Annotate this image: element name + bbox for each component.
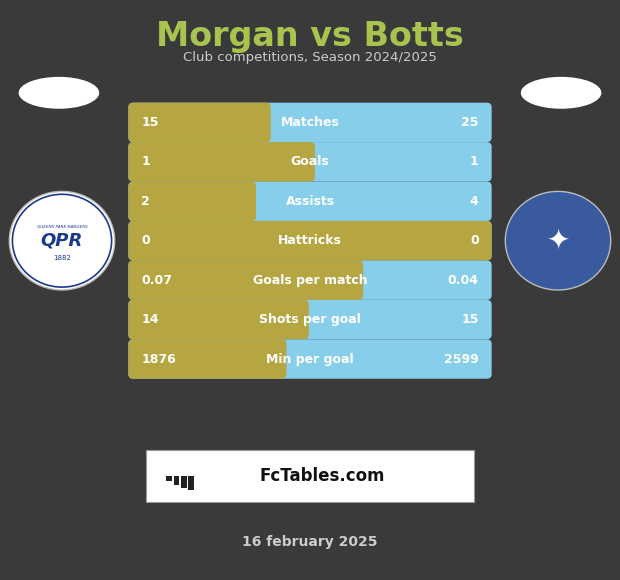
FancyBboxPatch shape <box>128 260 492 300</box>
Text: 2: 2 <box>141 195 150 208</box>
Text: 15: 15 <box>141 116 159 129</box>
Text: Morgan vs Botts: Morgan vs Botts <box>156 20 464 53</box>
Text: 1876: 1876 <box>141 353 176 365</box>
FancyBboxPatch shape <box>128 142 492 182</box>
Circle shape <box>9 191 115 290</box>
Circle shape <box>505 191 611 290</box>
Text: 14: 14 <box>141 313 159 326</box>
FancyBboxPatch shape <box>128 142 315 182</box>
Text: 0: 0 <box>141 234 150 247</box>
FancyBboxPatch shape <box>188 476 194 490</box>
FancyBboxPatch shape <box>146 450 474 502</box>
FancyBboxPatch shape <box>181 476 187 488</box>
FancyBboxPatch shape <box>128 300 492 339</box>
Text: ✦: ✦ <box>546 227 570 255</box>
Text: 25: 25 <box>461 116 479 129</box>
FancyBboxPatch shape <box>128 182 256 221</box>
FancyBboxPatch shape <box>128 221 492 260</box>
Text: Goals per match: Goals per match <box>253 274 367 287</box>
FancyBboxPatch shape <box>128 339 286 379</box>
Text: Assists: Assists <box>285 195 335 208</box>
Text: 15: 15 <box>461 313 479 326</box>
Text: QPR: QPR <box>41 231 83 250</box>
Text: Matches: Matches <box>281 116 339 129</box>
Text: 2599: 2599 <box>444 353 479 365</box>
Text: Min per goal: Min per goal <box>266 353 354 365</box>
FancyBboxPatch shape <box>128 103 271 142</box>
Text: FcTables.com: FcTables.com <box>260 466 385 485</box>
Ellipse shape <box>521 77 601 109</box>
FancyBboxPatch shape <box>128 300 309 339</box>
FancyBboxPatch shape <box>166 476 172 481</box>
Ellipse shape <box>19 77 99 109</box>
FancyBboxPatch shape <box>128 182 492 221</box>
Text: Goals: Goals <box>291 155 329 168</box>
Text: 0.07: 0.07 <box>141 274 172 287</box>
FancyBboxPatch shape <box>128 339 492 379</box>
Text: Shots per goal: Shots per goal <box>259 313 361 326</box>
Text: 1: 1 <box>470 155 479 168</box>
Text: 0.04: 0.04 <box>448 274 479 287</box>
FancyBboxPatch shape <box>128 221 492 260</box>
Text: 16 february 2025: 16 february 2025 <box>242 535 378 549</box>
Text: QUEENS PARK RANGERS: QUEENS PARK RANGERS <box>37 224 87 228</box>
FancyBboxPatch shape <box>174 476 179 485</box>
Text: Club competitions, Season 2024/2025: Club competitions, Season 2024/2025 <box>183 51 437 64</box>
Text: 1: 1 <box>141 155 150 168</box>
Text: Hattricks: Hattricks <box>278 234 342 247</box>
Text: 0: 0 <box>470 234 479 247</box>
Text: 4: 4 <box>470 195 479 208</box>
Text: 1882: 1882 <box>53 255 71 261</box>
FancyBboxPatch shape <box>128 260 363 300</box>
FancyBboxPatch shape <box>128 103 492 142</box>
